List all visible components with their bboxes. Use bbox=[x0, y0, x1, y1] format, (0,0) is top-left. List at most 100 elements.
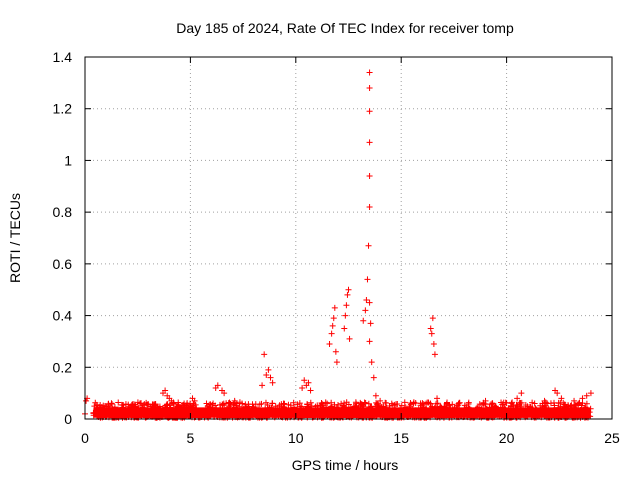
data-point bbox=[342, 312, 349, 319]
noise-point bbox=[343, 399, 350, 406]
noise-point bbox=[220, 400, 227, 407]
data-point bbox=[345, 286, 352, 293]
noise-point bbox=[393, 401, 400, 408]
noise-point bbox=[203, 400, 210, 407]
noise-point bbox=[423, 400, 430, 407]
data-point bbox=[83, 397, 90, 404]
noise-point bbox=[170, 400, 177, 407]
data-point bbox=[366, 85, 373, 92]
noise-point bbox=[151, 401, 158, 408]
data-point bbox=[214, 382, 221, 389]
noise-point bbox=[575, 401, 582, 408]
noise-point bbox=[226, 400, 233, 407]
data-point bbox=[346, 335, 353, 342]
noise-point bbox=[184, 401, 191, 408]
noise-point bbox=[373, 399, 380, 406]
data-point bbox=[429, 315, 436, 322]
noise-point bbox=[476, 401, 483, 408]
noise-point bbox=[531, 400, 538, 407]
data-point bbox=[269, 379, 276, 386]
noise-point bbox=[93, 401, 100, 408]
data-point bbox=[366, 172, 373, 179]
data-point bbox=[329, 322, 336, 329]
noise-point bbox=[236, 399, 243, 406]
y-axis-label: ROTI / TECUs bbox=[7, 193, 23, 283]
noise-point bbox=[358, 400, 365, 407]
data-point bbox=[428, 330, 435, 337]
data-point bbox=[307, 387, 314, 394]
data-point bbox=[372, 392, 379, 399]
noise-point bbox=[425, 399, 432, 406]
noise-point bbox=[499, 401, 506, 408]
baseline-noise-band bbox=[90, 399, 594, 421]
x-tick-label: 20 bbox=[499, 430, 515, 446]
data-point bbox=[370, 374, 377, 381]
data-point bbox=[554, 390, 561, 397]
noise-point bbox=[542, 399, 549, 406]
data-point bbox=[368, 359, 375, 366]
y-tick-label: 1.4 bbox=[53, 49, 73, 65]
data-point bbox=[299, 384, 306, 391]
data-point bbox=[332, 348, 339, 355]
data-point bbox=[587, 390, 594, 397]
y-tick-label: 0.2 bbox=[53, 359, 73, 375]
noise-point bbox=[522, 401, 529, 408]
noise-point bbox=[465, 399, 472, 406]
x-tick-label: 10 bbox=[288, 430, 304, 446]
noise-point bbox=[108, 400, 115, 407]
noise-point bbox=[365, 400, 372, 407]
data-points bbox=[82, 69, 594, 417]
noise-point bbox=[503, 399, 510, 406]
noise-point bbox=[382, 399, 389, 406]
data-point bbox=[305, 379, 312, 386]
data-point bbox=[333, 359, 340, 366]
data-point bbox=[366, 139, 373, 146]
noise-point bbox=[516, 399, 523, 406]
noise-point bbox=[256, 401, 263, 408]
data-point bbox=[343, 302, 350, 309]
x-tick-label: 5 bbox=[187, 430, 195, 446]
noise-point bbox=[335, 401, 342, 408]
data-point bbox=[366, 108, 373, 115]
noise-point bbox=[129, 401, 136, 408]
noise-point bbox=[307, 399, 314, 406]
y-tick-label: 1.2 bbox=[53, 101, 73, 117]
noise-point bbox=[136, 400, 143, 407]
noise-point bbox=[108, 400, 115, 407]
noise-point bbox=[269, 400, 276, 407]
axis-ticks: 0 5 10 15 20 25 0 0.2 0.4 0.6 0.8 1 1.2 1.4 bbox=[53, 49, 620, 446]
noise-point bbox=[417, 400, 424, 407]
data-point bbox=[344, 291, 351, 298]
noise-point bbox=[285, 401, 292, 408]
data-point bbox=[162, 387, 169, 394]
noise-point bbox=[583, 400, 590, 407]
data-point bbox=[518, 390, 525, 397]
noise-point bbox=[281, 400, 288, 407]
noise-point bbox=[163, 401, 170, 408]
x-tick-label: 15 bbox=[393, 430, 409, 446]
y-tick-label: 0.6 bbox=[53, 256, 73, 272]
data-point bbox=[263, 372, 270, 379]
noise-point bbox=[579, 400, 586, 407]
data-point bbox=[267, 374, 274, 381]
data-point bbox=[366, 299, 373, 306]
grid bbox=[85, 57, 612, 419]
noise-point bbox=[179, 402, 186, 409]
data-point bbox=[330, 315, 337, 322]
data-point bbox=[191, 397, 198, 404]
y-tick-label: 0.8 bbox=[53, 204, 73, 220]
data-point bbox=[571, 397, 578, 404]
noise-point bbox=[509, 399, 516, 406]
noise-point bbox=[276, 402, 283, 409]
noise-point bbox=[187, 400, 194, 407]
x-tick-label: 25 bbox=[604, 430, 620, 446]
noise-point bbox=[551, 399, 558, 406]
noise-point bbox=[216, 401, 223, 408]
noise-point bbox=[456, 399, 463, 406]
data-point bbox=[301, 377, 308, 384]
y-tick-label: 0.4 bbox=[53, 308, 73, 324]
x-axis-label: GPS time / hours bbox=[292, 457, 399, 473]
data-point bbox=[363, 297, 370, 304]
